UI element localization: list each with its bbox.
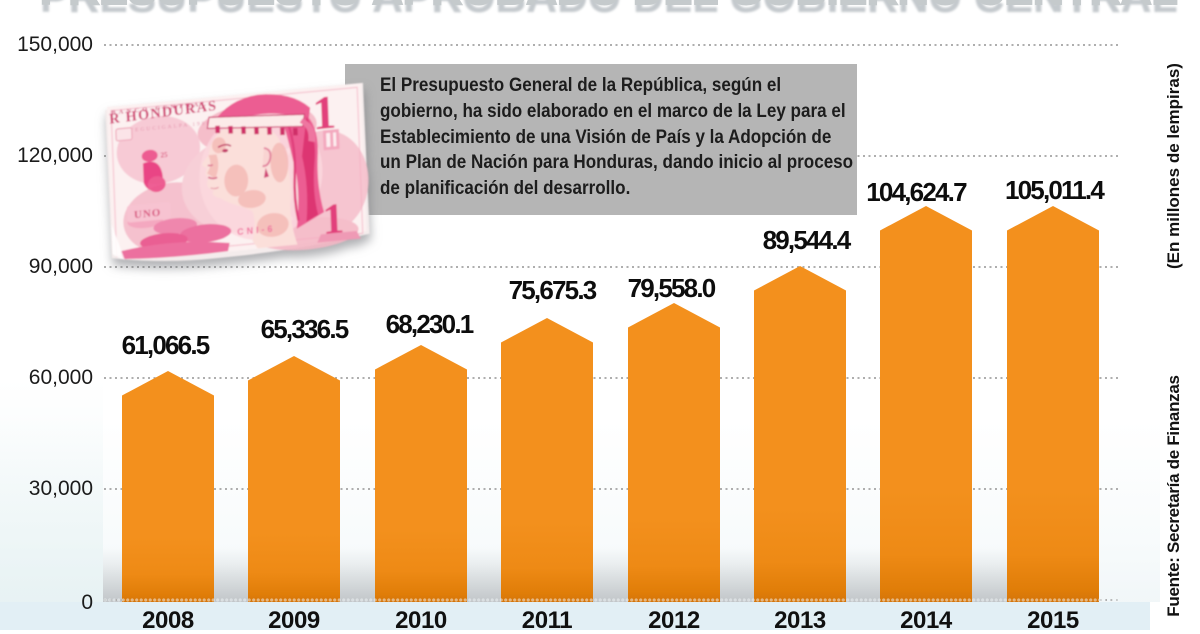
- svg-text:1: 1: [321, 194, 345, 244]
- svg-text:25: 25: [160, 151, 168, 160]
- svg-text:CNI-6: CNI-6: [237, 224, 276, 238]
- svg-text:UNO: UNO: [134, 207, 162, 222]
